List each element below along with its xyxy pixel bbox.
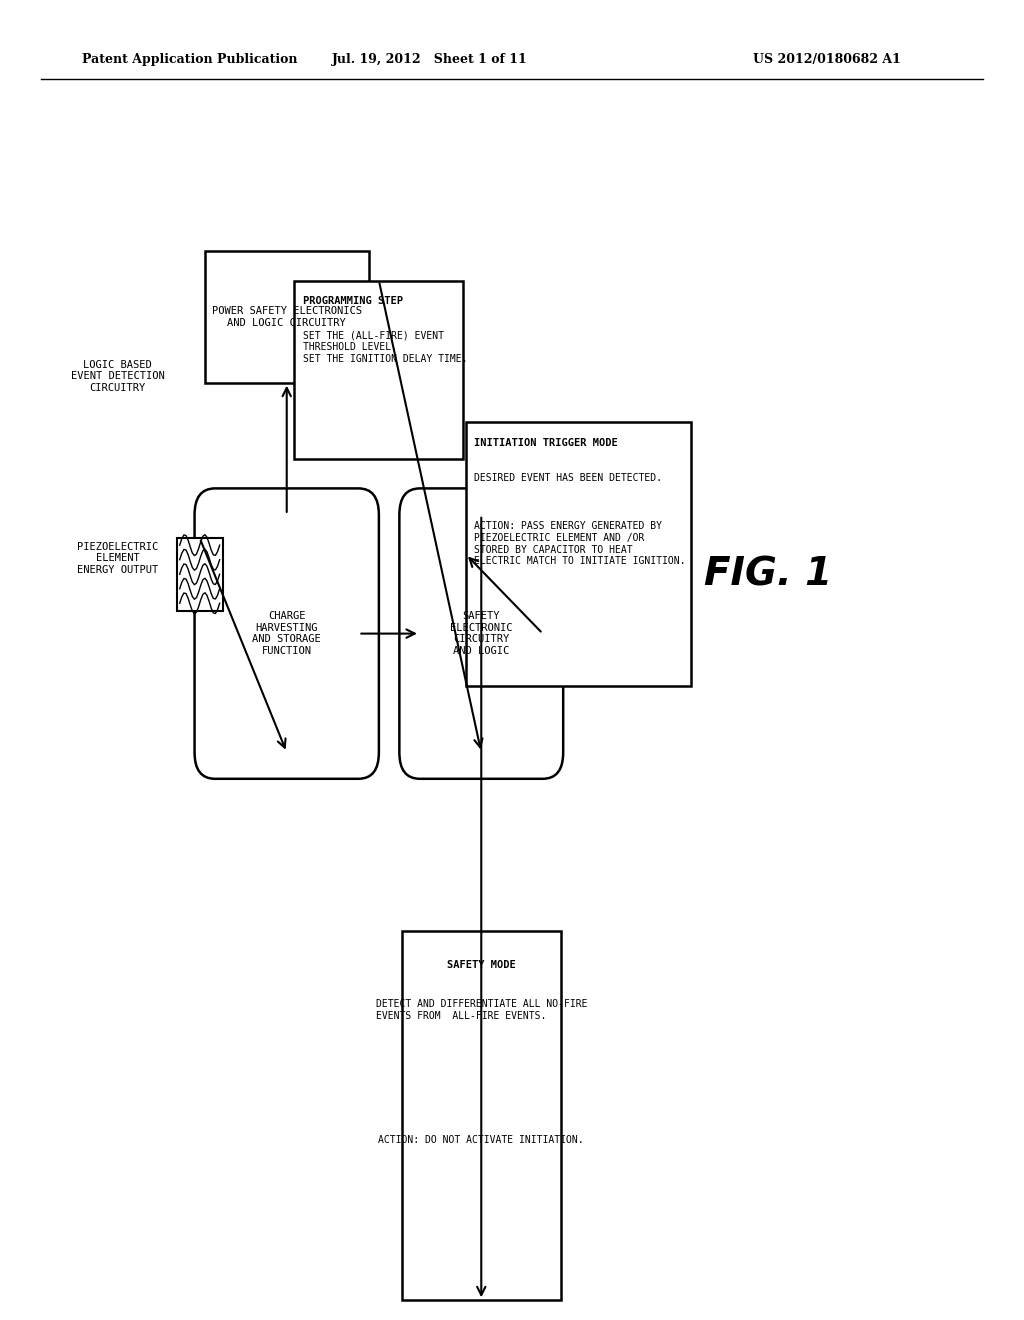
FancyBboxPatch shape	[401, 931, 561, 1300]
Text: ACTION: DO NOT ACTIVATE INITIATION.: ACTION: DO NOT ACTIVATE INITIATION.	[379, 1135, 584, 1146]
FancyBboxPatch shape	[399, 488, 563, 779]
Text: ACTION: PASS ENERGY GENERATED BY
PIEZOELECTRIC ELEMENT AND /OR
STORED BY CAPACIT: ACTION: PASS ENERGY GENERATED BY PIEZOEL…	[474, 521, 686, 566]
Text: CHARGE
HARVESTING
AND STORAGE
FUNCTION: CHARGE HARVESTING AND STORAGE FUNCTION	[252, 611, 322, 656]
Text: DETECT AND DIFFERENTIATE ALL NO-FIRE
EVENTS FROM  ALL-FIRE EVENTS.: DETECT AND DIFFERENTIATE ALL NO-FIRE EVE…	[376, 999, 587, 1020]
Text: PROGRAMMING STEP: PROGRAMMING STEP	[303, 297, 402, 306]
Text: SET THE (ALL-FIRE) EVENT
THRESHOLD LEVEL.
SET THE IGNITION DELAY TIME.: SET THE (ALL-FIRE) EVENT THRESHOLD LEVEL…	[303, 331, 467, 364]
FancyBboxPatch shape	[295, 281, 463, 459]
Text: DESIRED EVENT HAS BEEN DETECTED.: DESIRED EVENT HAS BEEN DETECTED.	[474, 473, 663, 483]
FancyBboxPatch shape	[205, 251, 369, 383]
Text: SAFETY
ELECTRONIC
CIRCUITRY
AND LOGIC: SAFETY ELECTRONIC CIRCUITRY AND LOGIC	[450, 611, 513, 656]
Text: INITIATION TRIGGER MODE: INITIATION TRIGGER MODE	[474, 438, 617, 449]
Text: Jul. 19, 2012   Sheet 1 of 11: Jul. 19, 2012 Sheet 1 of 11	[332, 53, 528, 66]
Text: LOGIC BASED
EVENT DETECTION
CIRCUITRY: LOGIC BASED EVENT DETECTION CIRCUITRY	[71, 359, 165, 393]
Text: Patent Application Publication: Patent Application Publication	[82, 53, 297, 66]
FancyBboxPatch shape	[466, 422, 691, 686]
Text: US 2012/0180682 A1: US 2012/0180682 A1	[754, 53, 901, 66]
Text: POWER SAFETY ELECTRONICS
AND LOGIC CIRCUITRY: POWER SAFETY ELECTRONICS AND LOGIC CIRCU…	[212, 306, 361, 327]
Text: FIG. 1: FIG. 1	[703, 556, 833, 593]
Text: PIEZOELECTRIC
ELEMENT
ENERGY OUTPUT: PIEZOELECTRIC ELEMENT ENERGY OUTPUT	[77, 541, 159, 576]
Text: SAFETY MODE: SAFETY MODE	[446, 960, 516, 970]
Bar	[177, 539, 223, 610]
FancyBboxPatch shape	[195, 488, 379, 779]
